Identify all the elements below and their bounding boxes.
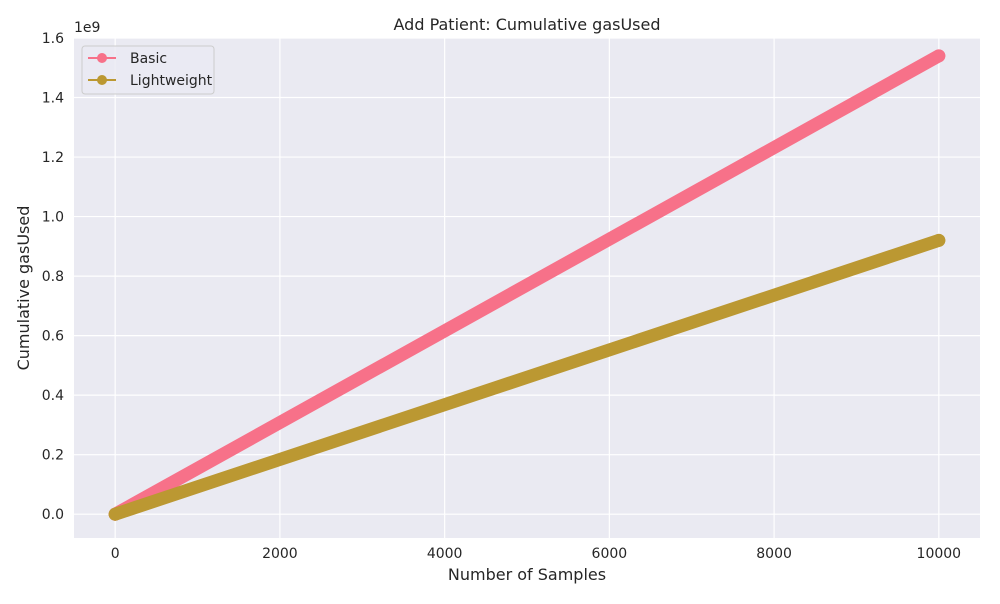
x-axis-label: Number of Samples <box>448 565 606 584</box>
data-point <box>932 49 946 63</box>
y-tick-label: 1.2 <box>42 150 64 166</box>
legend: Basic Lightweight <box>81 45 215 95</box>
data-point <box>932 233 946 247</box>
legend-item: Basic <box>88 51 167 67</box>
y-tick-label: 0.8 <box>42 269 64 285</box>
series-layer <box>108 49 946 521</box>
x-tick-label: 8000 <box>756 546 792 562</box>
x-tick-label: 6000 <box>592 546 628 562</box>
legend-marker <box>97 75 107 85</box>
y-tick-label: 1.0 <box>42 210 64 226</box>
legend-label: Basic <box>130 51 167 67</box>
y-tick-label: 0.6 <box>42 329 64 345</box>
y-tick-label: 0.4 <box>42 388 64 404</box>
series-line <box>108 49 946 521</box>
legend-marker <box>97 53 107 63</box>
x-tick-label: 10000 <box>917 546 962 562</box>
legend-item: Lightweight <box>88 73 213 89</box>
x-tick-label: 4000 <box>427 546 463 562</box>
y-tick-label: 1.4 <box>42 91 64 107</box>
y-axis-label: Cumulative gasUsed <box>14 206 33 371</box>
y-tick-label: 0.2 <box>42 448 64 464</box>
series-lightweight <box>108 233 946 521</box>
x-tick-label: 2000 <box>262 546 298 562</box>
tick-labels: 0 2000 4000 6000 8000 10000 0.0 0.2 0.4 0.6 0.8 1.0… <box>42 31 961 562</box>
data-point <box>108 507 122 521</box>
y-axis-offset-text: 1e9 <box>74 20 100 36</box>
x-tick-label: 0 <box>111 546 120 562</box>
legend-label: Lightweight <box>130 73 213 89</box>
series-line <box>108 233 946 521</box>
y-tick-label: 1.6 <box>42 31 64 47</box>
y-tick-label: 0.0 <box>42 507 64 523</box>
chart-title: Add Patient: Cumulative gasUsed <box>394 15 661 34</box>
